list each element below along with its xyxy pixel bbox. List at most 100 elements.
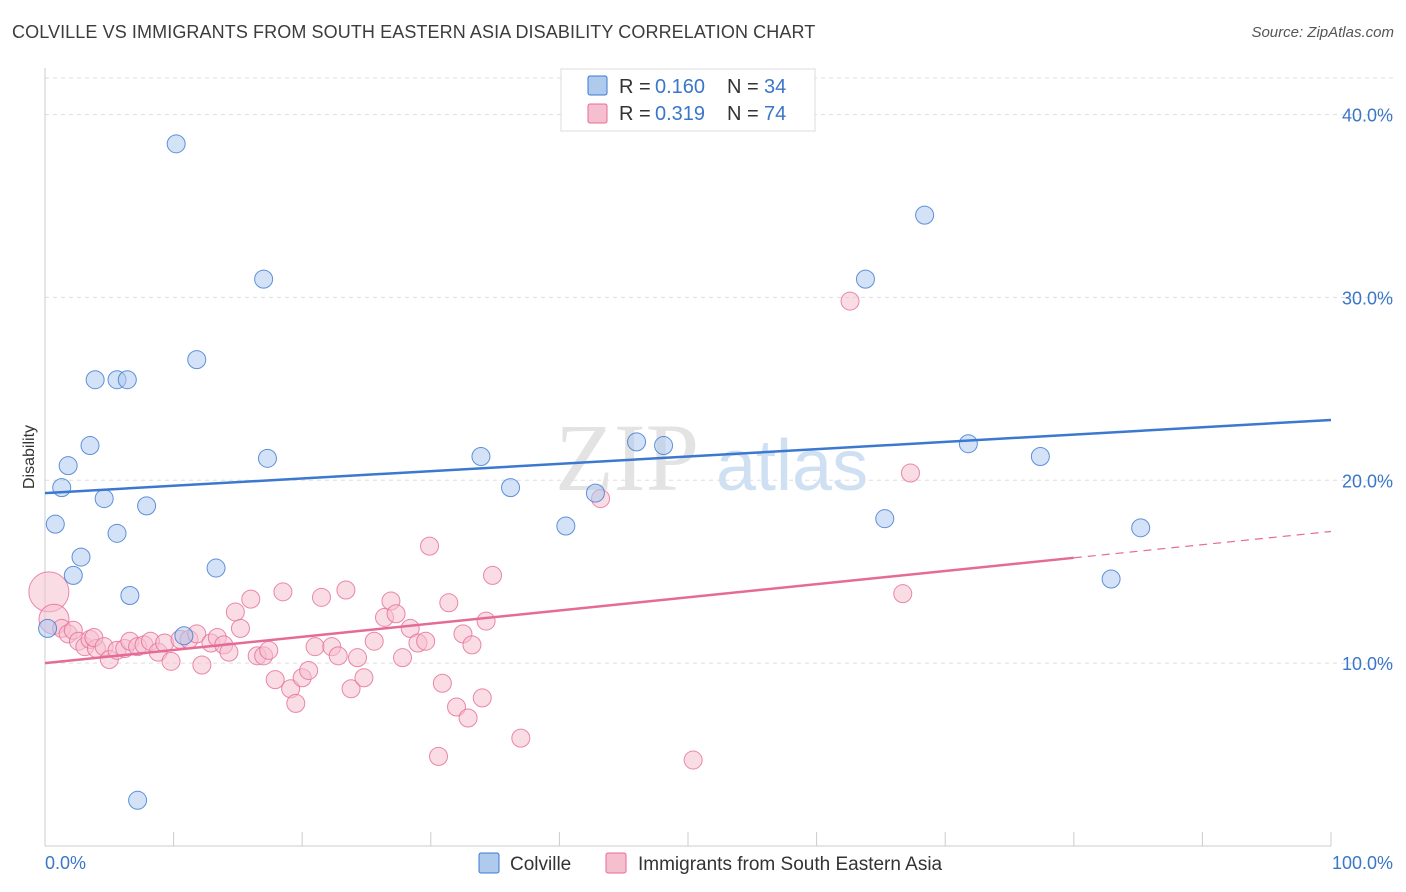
watermark-atlas: atlas bbox=[716, 426, 868, 506]
legend-r-value-2: 0.319 bbox=[655, 103, 705, 125]
immigrants-point-54 bbox=[400, 618, 420, 638]
legend-r-value-1: 0.160 bbox=[655, 76, 705, 98]
immigrants-point-56 bbox=[416, 631, 436, 651]
source-label: Source: ZipAtlas.com bbox=[1251, 24, 1394, 41]
x-tick-label-max: 100.0% bbox=[1332, 853, 1393, 873]
colville-point-21 bbox=[471, 447, 491, 467]
immigrants-trend-line-extension bbox=[1073, 530, 1332, 559]
immigrants-point-64 bbox=[472, 688, 492, 708]
colville-point-24 bbox=[585, 483, 605, 503]
colville-point-30 bbox=[958, 434, 978, 454]
colville-point-26 bbox=[654, 436, 674, 456]
y-tick-label-30: 30.0% bbox=[1342, 288, 1393, 308]
y-tick-label-40: 40.0% bbox=[1342, 106, 1393, 126]
bottom-legend: Colville Immigrants from South Eastern A… bbox=[478, 852, 943, 875]
colville-point-2 bbox=[85, 370, 105, 390]
immigrants-point-66 bbox=[483, 565, 503, 585]
legend-n-label-2: N = bbox=[727, 103, 759, 125]
bottom-legend-swatch-colville bbox=[478, 852, 500, 874]
colville-point-31 bbox=[1030, 447, 1050, 467]
legend-r-label-1: R = bbox=[619, 76, 651, 98]
immigrants-point-60 bbox=[439, 593, 459, 613]
immigrants-point-67 bbox=[511, 728, 531, 748]
legend-n-value-1: 34 bbox=[764, 76, 786, 98]
bottom-legend-swatch-immigrants bbox=[605, 852, 627, 874]
immigrants-point-49 bbox=[364, 631, 384, 651]
colville-point-22 bbox=[501, 478, 521, 498]
colville-point-33 bbox=[1101, 569, 1121, 589]
immigrants-point-53 bbox=[393, 648, 413, 668]
immigrants-point-45 bbox=[336, 580, 356, 600]
legend-swatch-colville bbox=[587, 75, 608, 96]
watermark: ZIP atlas bbox=[555, 404, 868, 511]
immigrants-point-52 bbox=[386, 604, 406, 624]
y-tick-label-10: 10.0% bbox=[1342, 654, 1393, 674]
series-immigrants-points bbox=[28, 291, 920, 770]
colville-point-17 bbox=[174, 626, 194, 646]
colville-point-5 bbox=[187, 350, 207, 370]
x-tick-label-min: 0.0% bbox=[45, 853, 86, 873]
x-ticks bbox=[173, 832, 1332, 846]
series-colville-points bbox=[38, 134, 1151, 810]
colville-point-23 bbox=[556, 516, 576, 536]
immigrants-point-72 bbox=[900, 463, 920, 483]
y-axis-title: Disability bbox=[21, 425, 38, 489]
immigrants-point-36 bbox=[273, 582, 293, 602]
immigrants-point-57 bbox=[420, 536, 440, 556]
colville-point-20 bbox=[257, 448, 277, 468]
colville-point-16 bbox=[120, 585, 140, 605]
immigrants-point-24 bbox=[192, 655, 212, 675]
immigrants-point-73 bbox=[462, 635, 482, 655]
grid-lines bbox=[45, 77, 1393, 664]
immigrants-point-29 bbox=[225, 602, 245, 622]
immigrants-point-35 bbox=[265, 670, 285, 690]
colville-point-11 bbox=[45, 514, 65, 534]
colville-point-9 bbox=[94, 489, 114, 509]
immigrants-point-61 bbox=[447, 697, 467, 717]
immigrants-point-30 bbox=[230, 618, 250, 638]
colville-point-6 bbox=[80, 436, 100, 456]
colville-point-4 bbox=[117, 370, 137, 390]
legend-n-label-1: N = bbox=[727, 76, 759, 98]
immigrants-point-48 bbox=[354, 668, 374, 688]
immigrants-point-65 bbox=[476, 611, 496, 631]
immigrants-point-59 bbox=[432, 673, 452, 693]
immigrants-point-58 bbox=[429, 746, 449, 766]
legend-box: R = 0.160 N = 34 R = 0.319 N = 74 bbox=[560, 68, 816, 132]
bottom-legend-label-colville: Colville bbox=[510, 854, 571, 875]
y-tick-label-20: 20.0% bbox=[1342, 471, 1393, 491]
colville-point-18 bbox=[38, 618, 58, 638]
colville-trend-line bbox=[44, 418, 1332, 495]
immigrants-point-31 bbox=[241, 589, 261, 609]
immigrants-point-41 bbox=[305, 637, 325, 657]
immigrants-point-70 bbox=[840, 291, 860, 311]
y-tick-labels: 10.0% 20.0% 30.0% 40.0% bbox=[1342, 106, 1393, 675]
chart-title: COLVILLE VS IMMIGRANTS FROM SOUTH EASTER… bbox=[12, 22, 816, 42]
colville-point-12 bbox=[107, 523, 127, 543]
immigrants-trend-line bbox=[44, 556, 1074, 665]
colville-point-32 bbox=[1131, 518, 1151, 538]
colville-point-7 bbox=[58, 456, 78, 476]
immigrants-point-69 bbox=[683, 750, 703, 770]
colville-point-25 bbox=[627, 432, 647, 452]
colville-point-15 bbox=[206, 558, 226, 578]
colville-point-14 bbox=[63, 565, 83, 585]
immigrants-point-71 bbox=[893, 584, 913, 604]
colville-point-19 bbox=[128, 790, 148, 810]
colville-point-8 bbox=[52, 478, 72, 498]
immigrants-point-47 bbox=[347, 648, 367, 668]
immigrants-point-34 bbox=[259, 640, 279, 660]
colville-point-13 bbox=[71, 547, 91, 567]
colville-point-29 bbox=[875, 509, 895, 529]
colville-point-1 bbox=[254, 269, 274, 289]
colville-point-27 bbox=[855, 269, 875, 289]
immigrants-point-63 bbox=[458, 708, 478, 728]
immigrants-point-44 bbox=[328, 646, 348, 666]
immigrants-point-42 bbox=[311, 587, 331, 607]
colville-point-0 bbox=[166, 134, 186, 154]
legend-r-label-2: R = bbox=[619, 103, 651, 125]
immigrants-point-38 bbox=[286, 693, 306, 713]
legend-swatch-immigrants bbox=[587, 103, 608, 124]
colville-point-28 bbox=[915, 205, 935, 225]
